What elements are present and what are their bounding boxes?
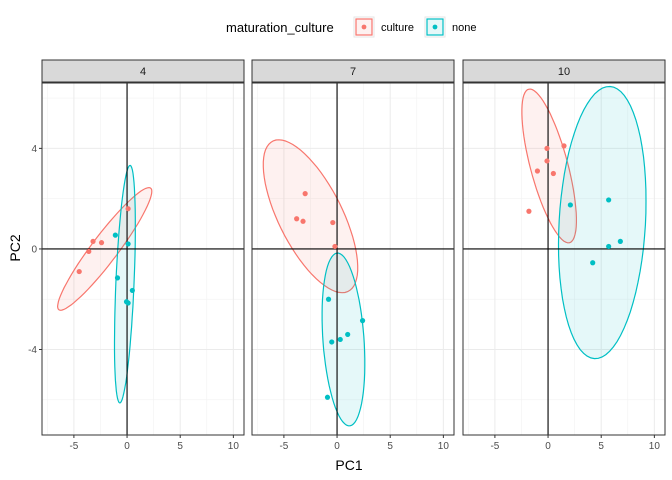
facet-strip <box>462 59 666 83</box>
point-culture <box>544 158 550 164</box>
point-culture <box>294 216 300 222</box>
x-tick-label: 5 <box>177 441 183 452</box>
x-tick-label: -5 <box>490 441 499 452</box>
point-culture <box>534 168 541 174</box>
facet-panel-10: 10 -5 0 5 10 <box>462 59 666 452</box>
x-tick-label: -5 <box>69 441 78 452</box>
x-tick-label: 0 <box>334 441 340 452</box>
legend: maturation_culture culture none <box>226 16 476 38</box>
y-tick-label: -4 <box>28 345 37 356</box>
point-culture <box>98 240 105 246</box>
point-culture <box>125 206 131 212</box>
x-tick-label: 10 <box>649 441 661 452</box>
point-none <box>345 331 351 338</box>
point-none <box>606 243 612 250</box>
point-none <box>606 197 612 203</box>
legend-label-culture: culture <box>381 22 414 34</box>
ellipse-none <box>321 252 366 427</box>
legend-title: maturation_culture <box>226 20 334 35</box>
panel-background <box>463 83 665 435</box>
x-tick-label: 5 <box>387 441 393 452</box>
legend-key-none-dot <box>432 24 438 30</box>
legend-label-none: none <box>452 22 476 34</box>
facet-strip-label: 4 <box>140 66 146 78</box>
x-tick-label: -5 <box>279 441 288 452</box>
panel-border <box>251 82 455 436</box>
facet-strip <box>41 59 245 83</box>
point-culture <box>302 191 308 197</box>
point-culture <box>300 218 306 224</box>
point-none <box>114 275 121 281</box>
point-none <box>329 339 335 345</box>
point-culture <box>330 219 336 226</box>
point-none <box>359 318 366 324</box>
ellipse-none <box>557 85 647 360</box>
point-culture <box>86 248 92 255</box>
point-none <box>125 241 131 247</box>
y-tick-label: 4 <box>31 144 37 155</box>
point-none <box>129 287 135 294</box>
point-culture <box>90 238 96 244</box>
point-culture <box>550 170 556 177</box>
legend-entry-none: none <box>424 16 476 38</box>
panel-background <box>42 83 244 435</box>
ellipse-none <box>113 164 136 404</box>
facet-strip-label: 7 <box>350 66 356 78</box>
facet-strip-label: 10 <box>558 66 570 78</box>
point-none <box>590 260 596 266</box>
panel-border <box>462 82 666 436</box>
point-none <box>337 336 343 343</box>
facet-panel-4: 4 -5 0 5 10 -4 0 4 <box>28 59 245 452</box>
point-none <box>325 296 332 302</box>
x-axis-title: PC1 <box>335 457 362 473</box>
x-tick-label: 0 <box>545 441 551 452</box>
point-culture <box>76 268 82 275</box>
x-tick-label: 10 <box>228 441 240 452</box>
y-tick-label: 0 <box>31 244 37 255</box>
point-none <box>112 232 118 238</box>
point-none <box>125 300 131 306</box>
point-culture <box>332 243 338 250</box>
panel-border <box>41 82 245 436</box>
point-none <box>567 202 573 208</box>
x-tick-label: 0 <box>124 441 130 452</box>
legend-entry-culture: culture <box>353 16 414 38</box>
legend-key-culture-dot <box>361 24 367 30</box>
facet-strip <box>251 59 455 83</box>
point-culture <box>561 143 567 149</box>
y-axis-title: PC2 <box>7 234 23 261</box>
x-tick-label: 5 <box>598 441 604 452</box>
ellipse-culture <box>521 88 577 244</box>
facet-panel-7: 7 -5 0 5 10 <box>251 59 455 452</box>
facet-panels: 4 -5 0 5 10 -4 0 4 7 -5 0 5 10 10 -5 0 5 10 <box>28 59 666 452</box>
point-none <box>324 394 331 400</box>
point-culture <box>526 208 532 214</box>
point-culture <box>544 145 550 151</box>
point-none <box>617 238 623 244</box>
x-tick-label: 10 <box>438 441 450 452</box>
